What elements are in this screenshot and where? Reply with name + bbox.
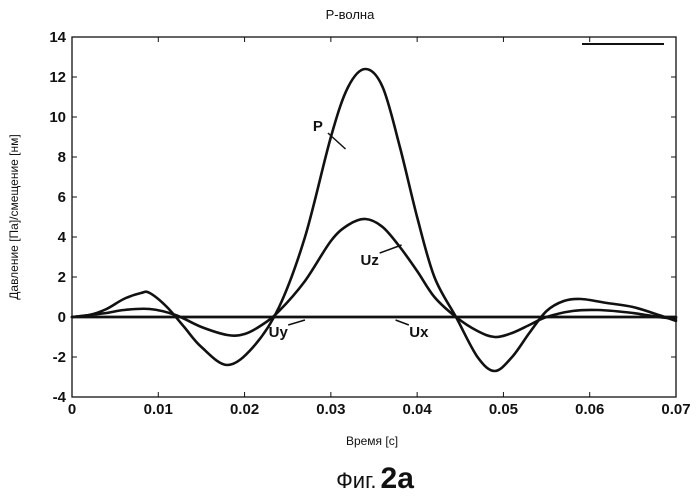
figure-caption: Фиг.2a bbox=[336, 462, 414, 495]
annotation-leader bbox=[288, 320, 305, 325]
x-tick-label: 0.02 bbox=[230, 401, 259, 418]
annotation-leader bbox=[380, 245, 402, 253]
y-tick-label: 6 bbox=[58, 189, 66, 206]
x-tick-label: 0 bbox=[68, 401, 76, 418]
annotation-p: P bbox=[313, 118, 323, 135]
y-axis-label: Давление [Па]/смещение [нм] bbox=[7, 134, 21, 299]
plot-area: 0 0.01 0.02 0.03 0.04 0.05 0.06 0.07 -4 -2 0 2 4 6 8 10… bbox=[49, 29, 690, 418]
y-tick-label: 0 bbox=[58, 309, 66, 326]
series-line-uz bbox=[72, 219, 676, 337]
y-tick-label: 2 bbox=[58, 269, 66, 286]
x-tick-label: 0.01 bbox=[144, 401, 173, 418]
x-axis-label: Время [с] bbox=[346, 434, 398, 448]
annotation-uy: Uy bbox=[269, 324, 289, 341]
x-tick-label: 0.05 bbox=[489, 401, 518, 418]
x-tick-label: 0.03 bbox=[316, 401, 345, 418]
y-tick-label: -4 bbox=[53, 389, 67, 406]
annotation-ux: Ux bbox=[409, 324, 429, 341]
x-tick-label: 0.06 bbox=[575, 401, 604, 418]
y-tick-label: 10 bbox=[49, 109, 66, 126]
annotation-uz: Uz bbox=[361, 252, 379, 269]
y-tick-label: 8 bbox=[58, 149, 66, 166]
plot-frame bbox=[72, 37, 676, 397]
x-tick-label: 0.04 bbox=[403, 401, 433, 418]
y-tick-label: 12 bbox=[49, 69, 66, 86]
y-tick-label: -2 bbox=[53, 349, 66, 366]
x-tick-label: 0.07 bbox=[661, 401, 690, 418]
annotation-leader bbox=[396, 320, 409, 325]
chart-title: Р-волна bbox=[326, 7, 375, 22]
y-tick-label: 4 bbox=[58, 229, 67, 246]
figure-caption-number: 2a bbox=[381, 462, 415, 495]
y-tick-label: 14 bbox=[49, 29, 66, 46]
figure-caption-prefix: Фиг. bbox=[336, 468, 376, 493]
